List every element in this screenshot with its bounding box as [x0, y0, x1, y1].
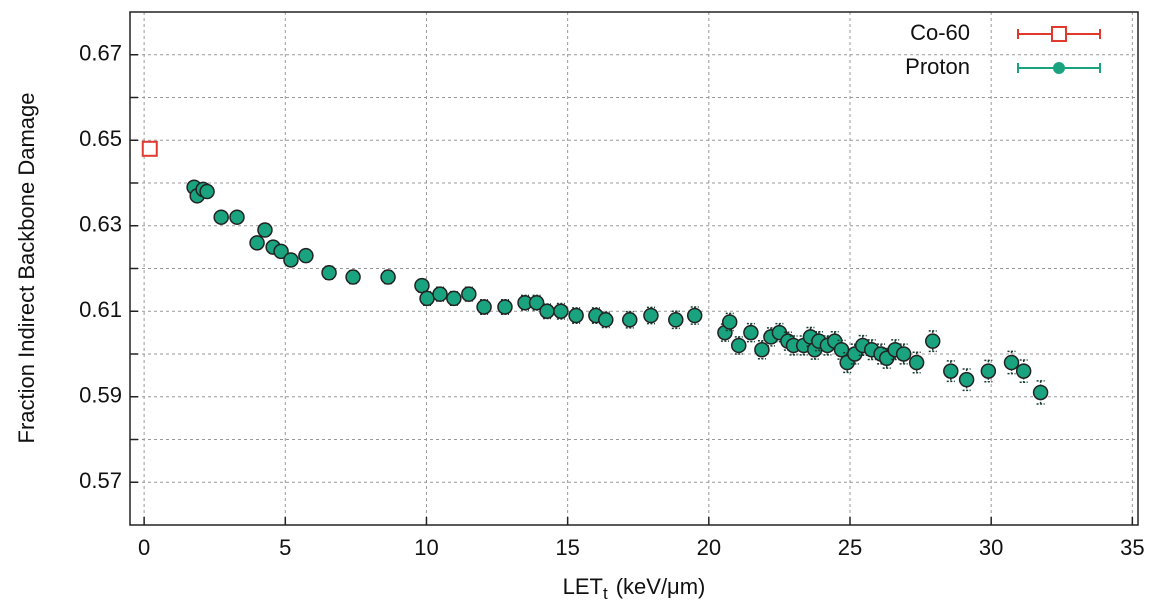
point — [754, 341, 770, 358]
x-tick-label: 10 — [414, 535, 438, 560]
error-bar — [882, 347, 891, 369]
point — [1032, 384, 1049, 401]
point — [731, 337, 747, 354]
y-tick-label: 0.59 — [79, 383, 122, 408]
x-label-main: LET — [563, 574, 603, 599]
x-tick-label: 20 — [697, 535, 721, 560]
point — [257, 222, 273, 238]
error-bar — [867, 339, 876, 361]
x-tick-label: 5 — [279, 535, 291, 560]
point — [283, 252, 299, 268]
y-tick-label: 0.65 — [79, 126, 122, 151]
point — [273, 243, 289, 260]
x-label-sub: t — [603, 584, 608, 603]
point — [414, 277, 430, 294]
point — [298, 247, 314, 264]
error-bar — [899, 343, 908, 365]
point — [943, 363, 959, 379]
point — [380, 269, 396, 285]
x-tick-label: 35 — [1120, 535, 1144, 560]
point — [980, 363, 997, 379]
error-bar — [850, 343, 859, 365]
point — [199, 183, 215, 200]
y-tick-label: 0.63 — [79, 212, 122, 237]
y-tick-label: 0.57 — [79, 468, 122, 493]
legend-marker — [1051, 26, 1067, 42]
error-bar — [928, 330, 937, 353]
point — [446, 290, 462, 307]
point — [539, 303, 555, 319]
point — [432, 286, 448, 302]
point — [1003, 354, 1020, 371]
point — [1015, 363, 1032, 379]
point — [229, 209, 245, 225]
error-bar — [946, 360, 955, 383]
point — [141, 140, 158, 157]
point — [419, 290, 435, 307]
point — [249, 235, 265, 251]
point — [668, 312, 684, 328]
point — [476, 299, 492, 315]
point — [622, 312, 638, 328]
x-tick-label: 25 — [838, 535, 862, 560]
point — [686, 307, 703, 324]
y-tick-label: 0.67 — [79, 41, 122, 66]
legend-label: Proton — [905, 54, 970, 79]
point — [321, 265, 337, 281]
x-axis-label: LETt (keV/μm) — [563, 574, 706, 604]
point — [743, 324, 759, 341]
error-bar — [877, 343, 886, 365]
point — [598, 312, 614, 328]
x-tick-label: 0 — [138, 535, 150, 560]
point — [213, 209, 229, 225]
point — [528, 294, 545, 311]
error-bar — [912, 351, 921, 374]
legend-marker — [1053, 62, 1065, 74]
error-bar — [891, 339, 900, 361]
x-tick-label: 30 — [979, 535, 1003, 560]
point — [345, 269, 361, 285]
point — [568, 307, 584, 324]
point — [553, 303, 569, 319]
x-tick-label: 15 — [555, 535, 579, 560]
point — [643, 307, 659, 324]
plot-frame — [129, 11, 1139, 526]
error-bar — [858, 334, 867, 357]
point — [461, 286, 477, 302]
x-label-unit: (keV/μm) — [616, 574, 706, 599]
point — [958, 371, 975, 388]
legend-label: Co-60 — [910, 20, 970, 45]
point — [908, 354, 925, 371]
point — [721, 314, 738, 330]
point — [497, 299, 513, 315]
point — [895, 346, 912, 362]
y-axis-label: Fraction Indirect Backbone Damage — [14, 93, 39, 444]
y-tick-label: 0.61 — [79, 297, 122, 322]
point — [924, 333, 941, 349]
